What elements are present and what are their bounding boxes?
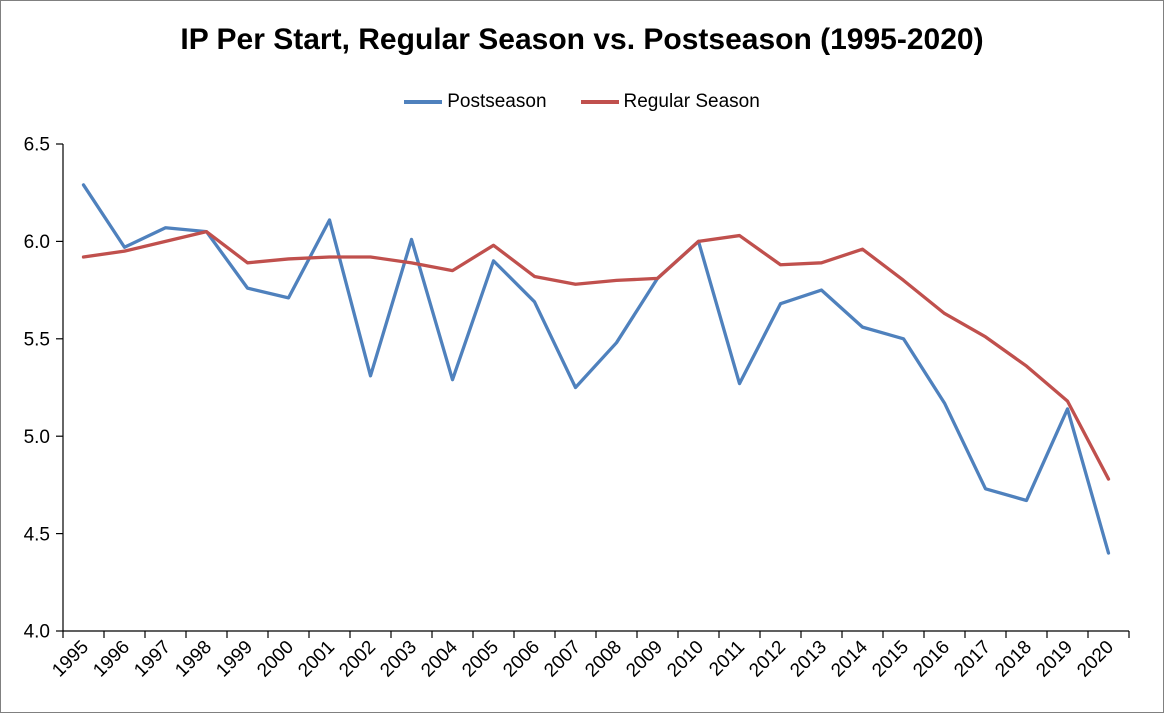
x-tick-label: 1999	[212, 637, 257, 682]
x-tick-label: 2006	[499, 637, 544, 682]
x-tick-label: 2000	[253, 637, 298, 682]
legend-item-regular-season: Regular Season	[580, 91, 760, 113]
chart-title: IP Per Start, Regular Season vs. Postsea…	[180, 23, 984, 56]
y-tick-label: 4.5	[24, 524, 50, 545]
x-tick-label: 2003	[376, 637, 421, 682]
y-tick-label: 4.0	[24, 622, 50, 643]
x-tick-label: 2014	[827, 636, 872, 681]
legend-label: Regular Season	[623, 91, 760, 112]
chart-legend: Postseason Regular Season	[1, 91, 1163, 113]
x-tick-label: 2015	[868, 637, 913, 682]
x-tick-label: 1995	[48, 637, 93, 682]
y-tick-label: 5.0	[24, 427, 50, 448]
x-tick-label: 1997	[130, 637, 175, 682]
x-tick-label: 2002	[335, 637, 380, 682]
x-axis-ticks	[62, 631, 1130, 638]
x-tick-label: 1998	[171, 637, 216, 682]
legend-label: Postseason	[447, 91, 547, 112]
x-tick-label: 2004	[417, 636, 462, 681]
y-tick-label: 6.5	[24, 135, 50, 156]
axes	[62, 144, 1129, 632]
y-axis-ticks: 4.0 4.5 5.0 5.5 6.0 6.5	[24, 135, 63, 643]
x-tick-label: 2007	[540, 637, 585, 682]
x-tick-label: 2005	[458, 637, 503, 682]
x-tick-label: 1996	[89, 637, 134, 682]
x-tick-label: 2013	[786, 637, 831, 682]
x-axis-labels: 1995199619971998199920002001200220032004…	[48, 636, 1118, 681]
y-tick-label: 5.5	[24, 329, 50, 350]
x-tick-label: 2016	[909, 637, 954, 682]
legend-item-postseason: Postseason	[404, 91, 547, 113]
x-tick-label: 2020	[1073, 637, 1118, 682]
x-tick-label: 2009	[622, 637, 667, 682]
regular-season-line	[81, 230, 1111, 481]
x-tick-label: 2011	[705, 637, 749, 681]
x-tick-label: 2012	[745, 637, 790, 682]
x-tick-label: 2017	[950, 637, 995, 682]
x-tick-label: 2010	[663, 637, 708, 682]
x-tick-label: 2018	[991, 637, 1036, 682]
legend-swatch	[580, 100, 619, 104]
x-tick-label: 2008	[581, 637, 626, 682]
legend-swatch	[404, 100, 443, 104]
y-tick-label: 6.0	[24, 232, 50, 253]
x-tick-label: 2001	[294, 637, 339, 682]
x-tick-label: 2019	[1032, 637, 1077, 682]
postseason-line	[81, 183, 1111, 555]
